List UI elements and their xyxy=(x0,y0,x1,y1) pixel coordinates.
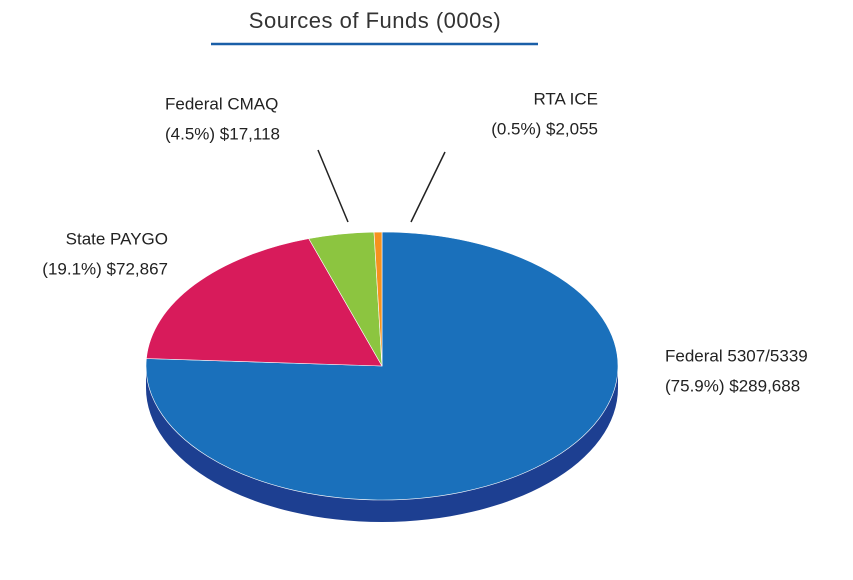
leader-line xyxy=(317,149,349,223)
slice-label: RTA ICE xyxy=(533,89,598,108)
pie-side xyxy=(146,366,618,522)
slice-label: State PAYGO xyxy=(66,229,168,248)
slice-value-label: (4.5%) $17,118 xyxy=(165,124,280,143)
chart-title: Sources of Funds (000s) xyxy=(249,8,501,33)
slice-label: Federal CMAQ xyxy=(165,94,278,113)
pie-slice xyxy=(373,231,383,367)
slice-value-label: (75.9%) $289,688 xyxy=(665,376,800,395)
slice-value-label: (0.5%) $2,055 xyxy=(491,119,598,138)
pie-slice xyxy=(146,238,383,367)
slice-label: Federal 5307/5339 xyxy=(665,346,808,365)
leader-line xyxy=(410,151,446,223)
slice-value-label: (19.1%) $72,867 xyxy=(42,259,168,278)
